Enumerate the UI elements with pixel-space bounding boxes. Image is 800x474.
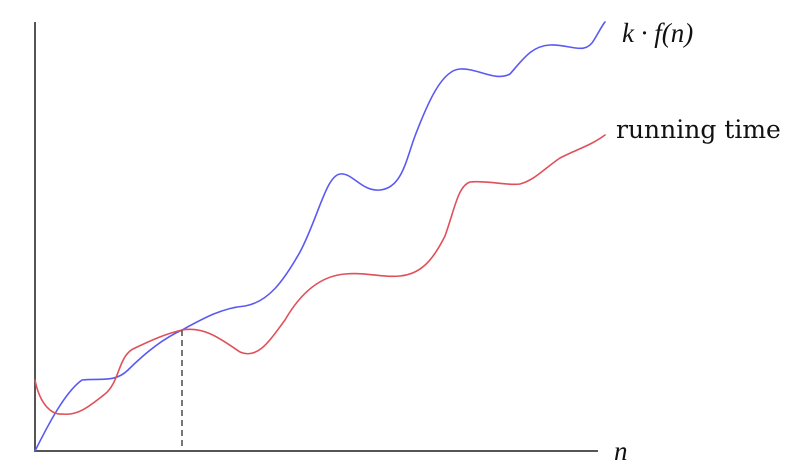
- k-f-n-label: k · f(n): [622, 18, 693, 48]
- k-f-n-curve: [34, 21, 606, 452]
- running-time-label: running time: [616, 115, 781, 144]
- x-axis-label: n: [614, 436, 628, 466]
- running-time-curve: [34, 134, 606, 416]
